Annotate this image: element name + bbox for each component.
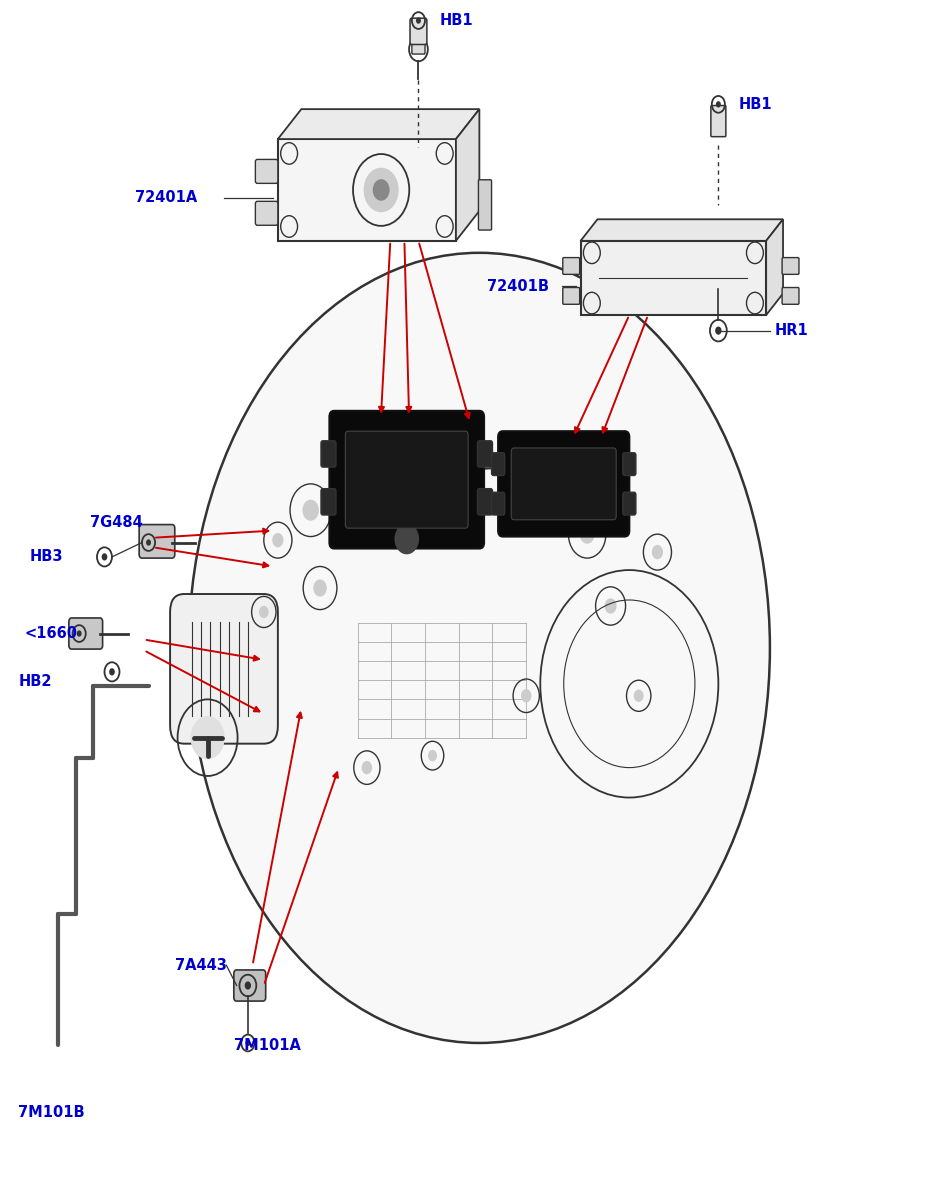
Circle shape [273,533,284,547]
FancyBboxPatch shape [492,452,505,475]
Circle shape [580,524,595,544]
FancyBboxPatch shape [711,106,726,137]
Circle shape [102,553,107,560]
Text: <1660: <1660 [24,626,78,641]
Circle shape [365,168,398,211]
FancyBboxPatch shape [234,970,266,1001]
Text: 7A443: 7A443 [175,958,227,973]
Circle shape [303,499,319,521]
FancyBboxPatch shape [410,18,427,44]
Text: HB2: HB2 [18,674,52,689]
Text: HB3: HB3 [29,550,63,564]
Circle shape [191,716,224,758]
Text: 72401B: 72401B [487,278,549,294]
Circle shape [146,539,151,546]
FancyBboxPatch shape [492,492,505,515]
Circle shape [245,1039,250,1046]
FancyBboxPatch shape [321,440,336,467]
FancyBboxPatch shape [581,241,766,316]
FancyBboxPatch shape [478,440,493,467]
Circle shape [521,689,531,702]
Circle shape [716,101,721,108]
Polygon shape [766,220,783,316]
FancyBboxPatch shape [170,594,278,744]
FancyBboxPatch shape [623,452,635,475]
FancyBboxPatch shape [139,524,175,558]
FancyBboxPatch shape [256,160,278,184]
FancyBboxPatch shape [782,258,799,275]
Text: 7M101A: 7M101A [234,1038,301,1052]
FancyBboxPatch shape [256,202,278,226]
Circle shape [373,179,389,200]
Polygon shape [581,220,783,241]
FancyBboxPatch shape [278,139,456,241]
Polygon shape [278,109,479,139]
FancyBboxPatch shape [563,258,580,275]
Text: 7M101B: 7M101B [18,1105,85,1120]
FancyBboxPatch shape [498,431,629,536]
Ellipse shape [189,253,770,1043]
FancyBboxPatch shape [412,25,425,54]
FancyBboxPatch shape [782,288,799,305]
Text: HR1: HR1 [775,323,808,338]
Circle shape [77,630,82,637]
FancyBboxPatch shape [623,492,635,515]
Text: 72401A: 72401A [135,191,197,205]
FancyBboxPatch shape [511,448,617,520]
FancyBboxPatch shape [478,488,493,515]
Circle shape [258,606,269,618]
Circle shape [109,668,115,676]
FancyBboxPatch shape [321,488,336,515]
Circle shape [604,599,617,613]
Circle shape [416,17,421,24]
Text: 7G484: 7G484 [90,515,143,529]
Circle shape [634,690,644,702]
Circle shape [313,580,327,596]
FancyBboxPatch shape [478,180,492,230]
Text: car  parts: car parts [208,602,432,644]
Circle shape [362,761,372,774]
FancyBboxPatch shape [345,431,468,528]
Circle shape [244,982,251,990]
Circle shape [715,326,722,335]
FancyBboxPatch shape [563,288,580,305]
Circle shape [651,545,663,559]
Circle shape [415,44,422,54]
Polygon shape [456,109,479,241]
Circle shape [396,524,418,553]
FancyBboxPatch shape [69,618,102,649]
Text: HB1: HB1 [440,13,474,28]
Text: HB1: HB1 [739,97,773,112]
Circle shape [428,750,437,761]
FancyBboxPatch shape [329,410,484,548]
Text: scuderia: scuderia [222,535,569,605]
